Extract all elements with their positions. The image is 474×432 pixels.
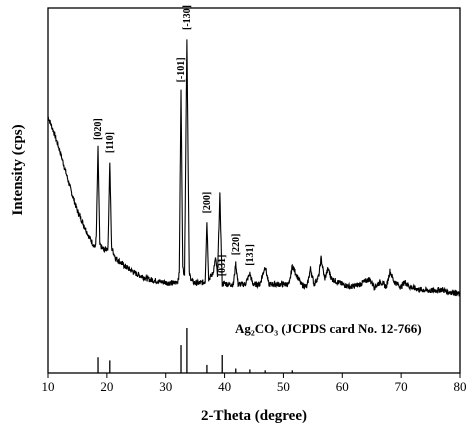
- y-axis-title: Intensity (cps): [10, 124, 26, 215]
- peak-label: [031]: [217, 255, 228, 277]
- peak-label: [020]: [93, 118, 104, 140]
- peak-label: [110]: [105, 132, 116, 153]
- peak-label: [-101]: [176, 57, 187, 82]
- peak-label: [200]: [202, 192, 213, 214]
- peak-label: [131]: [245, 244, 256, 266]
- x-tick-label: 70: [395, 379, 408, 394]
- reference-label: Ag₂CO₃ (JCPDS card No. 12-766): [235, 321, 422, 336]
- xrd-pattern-line: [47, 39, 461, 297]
- peak-label: [-130]: [182, 5, 193, 30]
- x-axis-title: 2-Theta (degree): [201, 408, 307, 424]
- x-tick-label: 60: [336, 379, 349, 394]
- x-tick-label: 10: [42, 379, 55, 394]
- x-tick-label: 20: [100, 379, 113, 394]
- peak-labels: [020][110] [-101] [-130] [200] [031][220] [13…: [93, 5, 256, 276]
- x-tick-label: 80: [454, 379, 467, 394]
- reference-sticks: [97, 328, 293, 373]
- x-tick-label: 50: [277, 379, 290, 394]
- peak-label: [220]: [231, 234, 242, 256]
- x-axis-ticks: [47, 373, 461, 378]
- x-tick-label: 30: [159, 379, 172, 394]
- x-tick-label: 40: [218, 379, 231, 394]
- x-axis-tick-labels: 10 20 30 40 50 60 70 80: [42, 379, 467, 394]
- plot-frame: [47, 7, 461, 374]
